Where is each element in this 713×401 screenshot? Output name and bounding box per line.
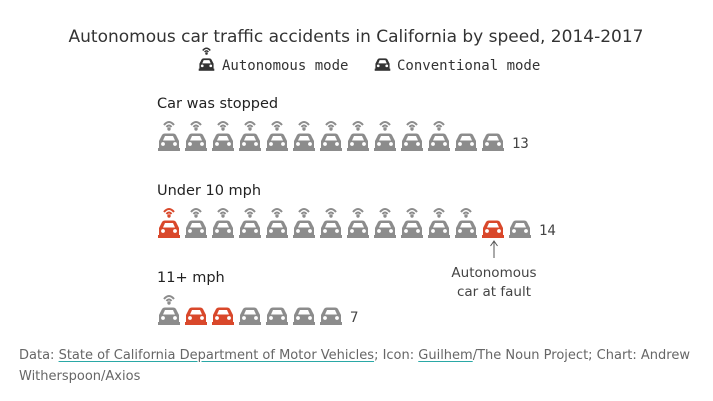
- conventional-car-icon: [239, 307, 261, 325]
- autonomous-car-icon: [239, 208, 261, 238]
- autonomous-car-icon: [212, 121, 234, 151]
- chart-title: Autonomous car traffic accidents in Cali…: [69, 27, 644, 47]
- autonomous-car-icon: [158, 208, 180, 238]
- autonomous-car-icon: [158, 295, 180, 325]
- group-row: Under 10 mph 14: [157, 183, 556, 239]
- autonomous-car-icon: [293, 208, 315, 238]
- autonomous-car-icon: [239, 121, 261, 151]
- autonomous-car-icon: [212, 208, 234, 238]
- autonomous-car-icon: [374, 121, 396, 151]
- autonomous-car-icon: [185, 121, 207, 151]
- legend-conventional-icon: [374, 58, 391, 71]
- autonomous-car-icon: [293, 121, 315, 151]
- annotation-line-1: Autonomous: [451, 265, 536, 281]
- group-count: 14: [539, 223, 556, 239]
- conventional-car-icon: [482, 220, 504, 238]
- footer-icon-suffix: /The Noun Project; Chart: Andrew Withers…: [19, 348, 690, 384]
- annotation-arrowhead: [490, 240, 498, 247]
- autonomous-car-icon: [455, 208, 477, 238]
- annotation-line-2: car at fault: [457, 284, 531, 300]
- footer-data-prefix: Data:: [19, 348, 59, 363]
- autonomous-car-icon: [428, 208, 450, 238]
- autonomous-car-icon: [347, 208, 369, 238]
- conventional-car-icon: [482, 133, 504, 151]
- autonomous-car-icon: [401, 208, 423, 238]
- group-row: 11+ mph 7: [157, 270, 358, 326]
- autonomous-car-icon: [320, 121, 342, 151]
- conventional-car-icon: [509, 220, 531, 238]
- icon-author-link[interactable]: Guilhem: [418, 348, 473, 363]
- conventional-car-icon: [320, 307, 342, 325]
- data-source-link[interactable]: State of California Department of Motor …: [58, 348, 375, 363]
- group-label: Under 10 mph: [157, 183, 261, 199]
- legend-label-autonomous: Autonomous mode: [222, 58, 348, 74]
- group-count: 7: [350, 310, 358, 326]
- autonomous-car-icon: [266, 208, 288, 238]
- footer-icon-prefix: ; Icon:: [374, 348, 419, 363]
- conventional-car-icon: [212, 307, 234, 325]
- autonomous-car-icon: [347, 121, 369, 151]
- conventional-car-icon: [455, 133, 477, 151]
- legend-label-conventional: Conventional mode: [397, 58, 540, 74]
- autonomous-car-icon: [266, 121, 288, 151]
- autonomous-car-icon: [158, 121, 180, 151]
- pictogram-groups: Car was stopped 13 Under 10 mph 14 11+ mph 7: [157, 96, 556, 326]
- autonomous-car-icon: [401, 121, 423, 151]
- autonomous-car-icon: [374, 208, 396, 238]
- group-label: Car was stopped: [157, 96, 278, 112]
- source-footer: Data: State of California Department of …: [19, 345, 709, 387]
- group-row: Car was stopped 13: [157, 96, 529, 152]
- conventional-car-icon: [185, 307, 207, 325]
- legend-autonomous-icon: [198, 47, 215, 71]
- legend: Autonomous mode Conventional mode: [198, 47, 540, 74]
- conventional-car-icon: [266, 307, 288, 325]
- fault-annotation: Autonomous car at fault: [451, 240, 537, 300]
- conventional-car-icon: [293, 307, 315, 325]
- group-label: 11+ mph: [157, 270, 225, 286]
- group-count: 13: [512, 136, 529, 152]
- autonomous-car-icon: [185, 208, 207, 238]
- autonomous-car-icon: [320, 208, 342, 238]
- autonomous-car-icon: [428, 121, 450, 151]
